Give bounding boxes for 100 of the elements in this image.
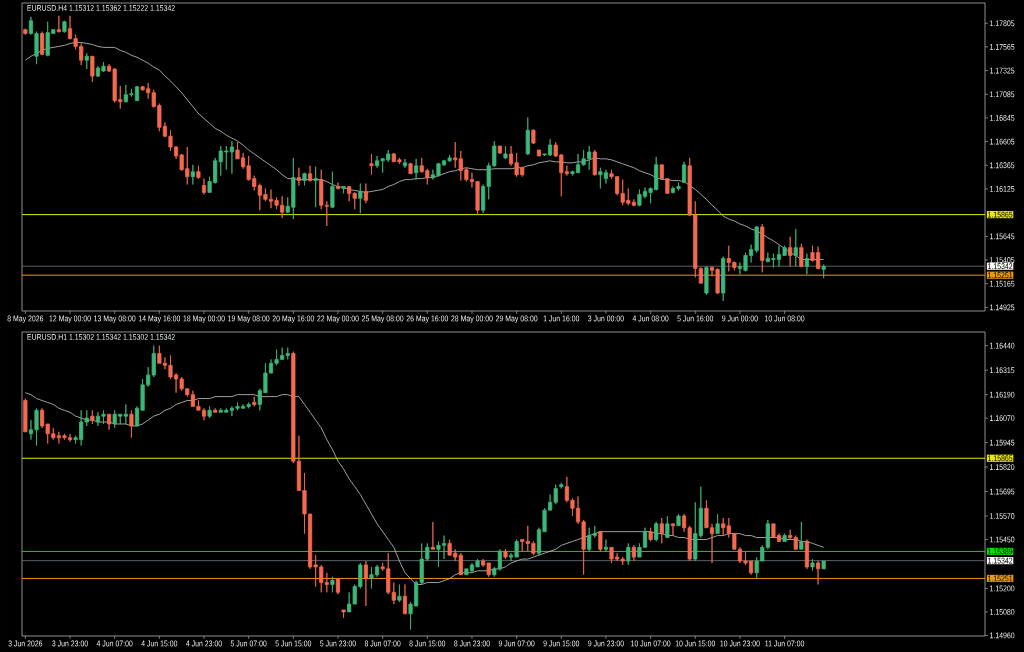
x-tick-label: 8 Jun 23:00 <box>454 640 490 647</box>
candlestick <box>531 128 536 145</box>
candlestick <box>313 166 318 208</box>
candlestick <box>302 172 307 186</box>
y-tick-label: 1.15645 <box>990 233 1015 240</box>
y-tick-label: 1.17805 <box>990 20 1015 27</box>
chart-title: EURUSD.H1 1.15302 1.15342 1.15302 1.15342 <box>27 334 175 340</box>
ref-line-label: 1.15342 <box>988 557 1013 564</box>
x-tick-label: 18 May 00:00 <box>183 315 225 324</box>
x-tick-label: 10 Jun 23:00 <box>720 640 760 647</box>
candlestick <box>296 167 301 186</box>
candlestick <box>676 513 681 527</box>
candlestick <box>207 405 212 419</box>
y-tick-label: 1.14925 <box>990 304 1015 311</box>
y-tick-label: 1.14960 <box>990 632 1015 639</box>
x-tick-label: 25 May 08:00 <box>361 315 404 324</box>
candlestick <box>335 182 341 190</box>
candlestick <box>341 609 346 619</box>
candlestick <box>536 149 542 157</box>
y-tick-label: 1.15080 <box>990 608 1015 615</box>
candlestick <box>715 513 720 535</box>
candlestick <box>430 521 435 550</box>
candlestick <box>397 584 402 603</box>
x-tick-label: 10 Jun 07:00 <box>631 640 671 647</box>
x-tick-label: 8 Jun 07:00 <box>364 640 401 647</box>
x-tick-label: 10 Jun 08:00 <box>765 315 805 322</box>
candlestick <box>330 171 335 209</box>
candlestick <box>252 396 257 407</box>
y-tick-label: 1.15570 <box>990 513 1015 519</box>
candlestick <box>201 178 207 195</box>
y-tick-label: 1.16315 <box>990 367 1015 374</box>
candlestick <box>358 183 363 214</box>
x-tick-label: 8 Jun 15:00 <box>409 640 446 647</box>
candlestick <box>659 517 664 544</box>
y-tick-label: 1.15820 <box>990 464 1015 470</box>
candlestick <box>363 560 368 607</box>
candlestick <box>330 576 335 593</box>
candlestick <box>84 52 89 70</box>
ref-line-label: 1.15251 <box>988 272 1013 279</box>
x-tick-label: 14 May 16:00 <box>138 315 181 324</box>
candlestick <box>665 515 670 538</box>
candlestick <box>704 266 709 296</box>
y-tick-label: 1.16070 <box>990 415 1015 422</box>
candlestick <box>670 523 676 536</box>
y-tick-label: 1.16190 <box>990 391 1015 398</box>
chart-title: EURUSD.H4 1.15312 1.15362 1.15222 1.15342 <box>27 5 175 11</box>
x-tick-label: 5 Jun 23:00 <box>320 640 356 647</box>
y-tick-label: 1.15450 <box>990 536 1015 543</box>
ref-line-label: 1.15865 <box>988 455 1013 462</box>
candlestick <box>341 186 346 194</box>
candlestick <box>598 531 603 552</box>
candlestick <box>107 413 112 431</box>
candlestick <box>631 544 636 562</box>
candlestick <box>721 256 726 302</box>
x-tick-label: 10 Jun 15:00 <box>675 640 716 647</box>
x-tick-label: 28 May 00:00 <box>451 315 493 324</box>
x-tick-label: 9 Jun 23:00 <box>588 640 624 647</box>
x-tick-label: 8 May 2026 <box>7 315 44 324</box>
ref-line-label: 1.15342 <box>988 263 1013 270</box>
x-tick-label: 9 Jun 00:00 <box>722 315 758 322</box>
candlestick <box>788 236 793 267</box>
candlestick <box>525 117 530 156</box>
y-tick-label: 1.17565 <box>990 43 1015 50</box>
candlestick <box>308 165 313 182</box>
candlestick <box>816 560 821 585</box>
candlestick <box>23 398 28 433</box>
candlestick <box>559 482 564 489</box>
y-tick-label: 1.16605 <box>990 138 1015 145</box>
x-tick-label: 3 Jun 23:00 <box>52 640 88 647</box>
candlestick <box>402 158 408 169</box>
candlestick <box>129 409 134 439</box>
candlestick <box>760 223 765 273</box>
y-tick-label: 1.16365 <box>990 162 1015 169</box>
x-tick-label: 4 Jun 23:00 <box>186 640 222 647</box>
candlestick <box>369 153 374 176</box>
x-tick-label: 5 Jun 15:00 <box>275 640 312 647</box>
x-tick-label: 20 May 16:00 <box>272 315 315 324</box>
x-tick-label: 26 May 16:00 <box>406 315 449 324</box>
candlestick <box>503 145 508 160</box>
x-tick-label: 9 Jun 15:00 <box>543 640 580 647</box>
candlestick <box>782 533 787 542</box>
y-tick-label: 1.17325 <box>990 67 1015 74</box>
candlestick <box>654 521 659 542</box>
candlestick <box>804 253 809 275</box>
x-tick-label: 5 Jun 07:00 <box>230 640 267 647</box>
candlestick <box>90 409 95 425</box>
candlestick <box>90 55 95 83</box>
y-tick-label: 1.16125 <box>990 186 1015 192</box>
candlestick <box>648 527 653 542</box>
y-tick-label: 1.16440 <box>990 342 1015 349</box>
ref-line-label: 1.15865 <box>988 211 1013 218</box>
candlestick <box>335 578 341 595</box>
candlestick <box>810 558 815 572</box>
x-tick-label: 22 May 00:00 <box>317 315 359 324</box>
candlestick <box>408 162 413 175</box>
x-tick-label: 5 Jun 16:00 <box>677 315 714 322</box>
x-tick-label: 4 Jun 08:00 <box>632 315 669 322</box>
candlestick <box>799 243 804 268</box>
candlestick <box>503 548 508 560</box>
y-tick-label: 1.17085 <box>990 91 1015 98</box>
